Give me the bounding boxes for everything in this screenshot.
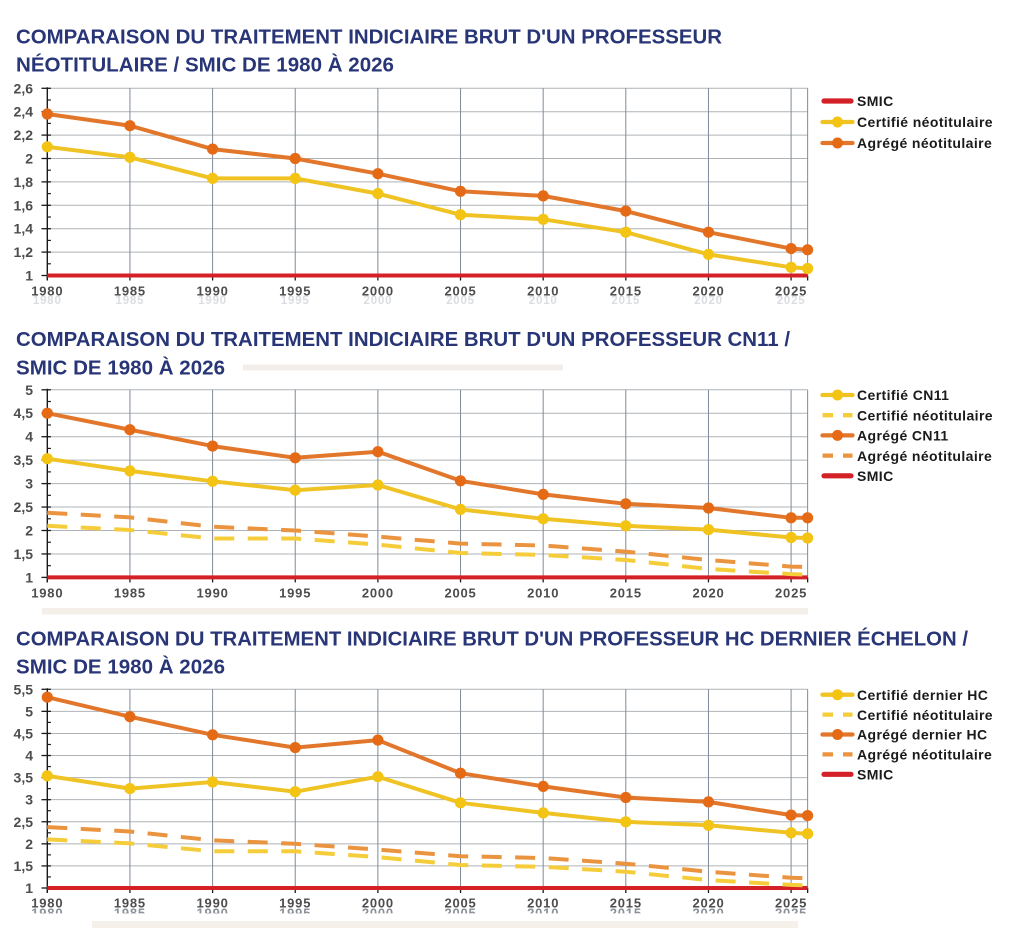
svg-text:2015: 2015 xyxy=(611,295,640,307)
svg-text:1980: 1980 xyxy=(31,586,63,601)
svg-text:1,6: 1,6 xyxy=(14,197,34,213)
svg-text:Certifié néotitulaire: Certifié néotitulaire xyxy=(857,114,993,130)
svg-text:1985: 1985 xyxy=(116,295,145,307)
svg-text:2000: 2000 xyxy=(362,586,394,601)
svg-text:1980: 1980 xyxy=(31,896,63,911)
svg-text:2010: 2010 xyxy=(527,586,559,601)
svg-text:2000: 2000 xyxy=(364,295,393,307)
svg-text:Certifié dernier HC: Certifié dernier HC xyxy=(857,687,988,703)
svg-text:1995: 1995 xyxy=(279,896,311,911)
svg-text:2010: 2010 xyxy=(529,295,558,307)
svg-text:2020: 2020 xyxy=(692,896,724,911)
svg-text:2015: 2015 xyxy=(610,284,642,299)
svg-text:NÉOTITULAIRE / SMIC DE 1980 À: NÉOTITULAIRE / SMIC DE 1980 À 2026 xyxy=(16,54,394,77)
svg-text:COMPARAISON DU TRAITEMENT INDI: COMPARAISON DU TRAITEMENT INDICIAIRE BRU… xyxy=(16,329,790,351)
svg-text:2015: 2015 xyxy=(610,896,642,911)
svg-text:2000: 2000 xyxy=(362,896,394,911)
svg-text:2025: 2025 xyxy=(775,586,807,601)
svg-text:1980: 1980 xyxy=(33,295,62,307)
svg-text:1995: 1995 xyxy=(279,284,311,299)
svg-text:5: 5 xyxy=(25,382,33,398)
svg-text:Agrégé néotitulaire: Agrégé néotitulaire xyxy=(857,135,992,151)
svg-text:Certifié CN11: Certifié CN11 xyxy=(857,387,949,403)
svg-text:3: 3 xyxy=(25,476,33,492)
svg-text:Agrégé néotitulaire: Agrégé néotitulaire xyxy=(857,448,992,464)
svg-text:1,5: 1,5 xyxy=(14,858,34,874)
svg-text:SMIC: SMIC xyxy=(857,468,894,484)
svg-text:4,5: 4,5 xyxy=(14,725,34,741)
svg-text:SMIC: SMIC xyxy=(857,767,894,783)
svg-text:1,4: 1,4 xyxy=(14,221,34,237)
svg-text:2005: 2005 xyxy=(444,896,476,911)
svg-text:2025: 2025 xyxy=(775,896,807,911)
svg-text:3,5: 3,5 xyxy=(14,452,34,468)
svg-text:COMPARAISON DU TRAITEMENT INDI: COMPARAISON DU TRAITEMENT INDICIAIRE BRU… xyxy=(16,27,723,49)
svg-text:2005: 2005 xyxy=(444,284,476,299)
svg-text:2,2: 2,2 xyxy=(14,127,34,143)
svg-text:SMIC DE 1980 À 2026: SMIC DE 1980 À 2026 xyxy=(16,357,225,380)
svg-text:2: 2 xyxy=(25,151,33,167)
svg-text:2000: 2000 xyxy=(362,284,394,299)
svg-text:1,8: 1,8 xyxy=(14,174,34,190)
svg-text:3: 3 xyxy=(25,792,33,808)
svg-text:1: 1 xyxy=(25,268,33,284)
svg-text:2,5: 2,5 xyxy=(14,499,34,515)
svg-text:2010: 2010 xyxy=(527,284,559,299)
svg-text:2015: 2015 xyxy=(610,586,642,601)
svg-text:2010: 2010 xyxy=(527,896,559,911)
svg-text:5: 5 xyxy=(25,703,33,719)
svg-text:1985: 1985 xyxy=(114,586,146,601)
svg-text:1990: 1990 xyxy=(197,284,229,299)
svg-text:COMPARAISON DU TRAITEMENT INDI: COMPARAISON DU TRAITEMENT INDICIAIRE BRU… xyxy=(16,628,968,651)
svg-text:1: 1 xyxy=(25,880,33,896)
svg-text:2025: 2025 xyxy=(775,284,807,299)
svg-text:1985: 1985 xyxy=(114,896,146,911)
svg-text:1995: 1995 xyxy=(279,586,311,601)
svg-text:2,5: 2,5 xyxy=(14,814,34,830)
svg-text:1985: 1985 xyxy=(114,284,146,299)
svg-text:Agrégé dernier HC: Agrégé dernier HC xyxy=(857,727,988,743)
svg-text:2: 2 xyxy=(25,836,33,852)
svg-text:2005: 2005 xyxy=(444,586,476,601)
svg-text:Agrégé CN11: Agrégé CN11 xyxy=(857,428,949,444)
svg-text:1990: 1990 xyxy=(197,896,229,911)
svg-text:5,5: 5,5 xyxy=(14,681,34,697)
svg-text:2020: 2020 xyxy=(692,586,724,601)
svg-text:2: 2 xyxy=(25,523,33,539)
svg-text:4: 4 xyxy=(25,748,33,764)
svg-text:1,2: 1,2 xyxy=(14,244,34,260)
svg-text:2,4: 2,4 xyxy=(14,104,34,120)
svg-text:4: 4 xyxy=(25,429,33,445)
svg-text:2,6: 2,6 xyxy=(14,80,34,96)
svg-text:1,5: 1,5 xyxy=(14,546,34,562)
svg-text:2020: 2020 xyxy=(692,284,724,299)
svg-text:SMIC: SMIC xyxy=(857,93,894,109)
svg-text:2020: 2020 xyxy=(694,295,723,307)
svg-text:3,5: 3,5 xyxy=(14,770,34,786)
svg-text:Agrégé néotitulaire: Agrégé néotitulaire xyxy=(857,747,992,763)
svg-text:4,5: 4,5 xyxy=(14,405,34,421)
svg-text:1990: 1990 xyxy=(198,295,227,307)
svg-text:SMIC DE 1980 À 2026: SMIC DE 1980 À 2026 xyxy=(16,656,225,679)
svg-text:1990: 1990 xyxy=(197,586,229,601)
svg-text:Certifié néotitulaire: Certifié néotitulaire xyxy=(857,707,993,723)
svg-text:1: 1 xyxy=(25,569,33,585)
svg-text:1980: 1980 xyxy=(31,284,63,299)
svg-text:2005: 2005 xyxy=(446,295,475,307)
svg-text:Certifié néotitulaire: Certifié néotitulaire xyxy=(857,407,993,423)
svg-text:1995: 1995 xyxy=(281,295,310,307)
svg-text:2025: 2025 xyxy=(777,295,806,307)
